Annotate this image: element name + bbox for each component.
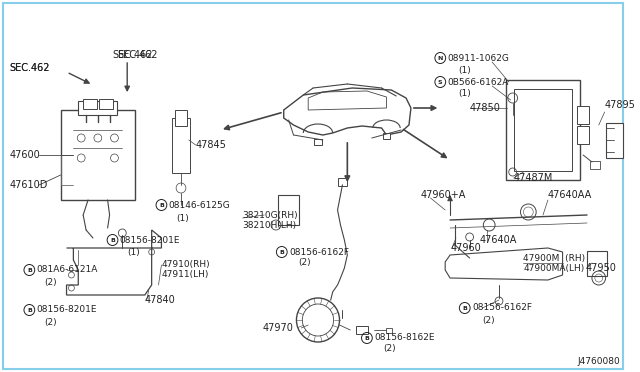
Text: B: B xyxy=(110,237,115,243)
Text: 47910(RH): 47910(RH) xyxy=(161,260,210,269)
Text: SEC.462: SEC.462 xyxy=(117,50,158,60)
Bar xyxy=(356,326,368,334)
Bar xyxy=(577,106,589,124)
Bar xyxy=(587,250,607,276)
Text: S: S xyxy=(438,80,443,84)
Bar xyxy=(506,80,580,180)
Text: (2): (2) xyxy=(383,344,396,353)
Text: 47960: 47960 xyxy=(450,243,481,253)
Text: 47840: 47840 xyxy=(145,295,175,305)
Text: 47900MA(LH): 47900MA(LH) xyxy=(524,263,585,273)
Bar xyxy=(61,110,134,200)
Text: (2): (2) xyxy=(298,259,311,267)
Bar xyxy=(314,139,322,145)
Text: 08911-1062G: 08911-1062G xyxy=(447,54,509,62)
Text: 08156-8162E: 08156-8162E xyxy=(374,334,435,343)
Text: (1): (1) xyxy=(127,247,140,257)
Text: B: B xyxy=(27,267,32,273)
Text: 38210H(LH): 38210H(LH) xyxy=(243,221,297,230)
Text: 47845: 47845 xyxy=(196,140,227,150)
Text: B: B xyxy=(462,305,467,311)
Text: 47970: 47970 xyxy=(262,323,293,333)
Text: (2): (2) xyxy=(483,315,495,324)
Text: (2): (2) xyxy=(44,278,57,286)
Text: 08156-8201E: 08156-8201E xyxy=(120,235,180,244)
Bar xyxy=(590,161,600,169)
Text: (1): (1) xyxy=(458,65,470,74)
Bar xyxy=(577,126,589,144)
Text: B: B xyxy=(364,336,369,340)
Text: (1): (1) xyxy=(458,89,470,97)
Bar xyxy=(605,122,623,157)
Text: 47640AA: 47640AA xyxy=(548,190,592,200)
Text: 47640A: 47640A xyxy=(479,235,516,245)
Text: 0B566-6162A: 0B566-6162A xyxy=(447,77,509,87)
Text: J4760080: J4760080 xyxy=(577,357,620,366)
Text: 08156-6162F: 08156-6162F xyxy=(472,304,532,312)
Text: 47600: 47600 xyxy=(10,150,40,160)
Text: (1): (1) xyxy=(176,214,189,222)
Bar xyxy=(383,133,390,139)
Bar xyxy=(99,99,113,109)
Text: 47950: 47950 xyxy=(585,263,616,273)
Text: N: N xyxy=(438,55,443,61)
Text: 081A6-6121A: 081A6-6121A xyxy=(36,266,98,275)
Text: 47487M: 47487M xyxy=(514,173,553,183)
Bar xyxy=(172,118,190,173)
Bar xyxy=(78,101,117,115)
Text: 47895: 47895 xyxy=(605,100,636,110)
Bar xyxy=(83,99,97,109)
Text: 08156-8201E: 08156-8201E xyxy=(36,305,97,314)
Text: 08156-6162F: 08156-6162F xyxy=(289,247,349,257)
Text: B: B xyxy=(159,202,164,208)
Text: B: B xyxy=(27,308,32,312)
Bar xyxy=(175,110,187,126)
Text: SEC.462: SEC.462 xyxy=(10,63,51,73)
Text: 47911(LH): 47911(LH) xyxy=(161,270,209,279)
Text: B: B xyxy=(279,250,284,254)
Text: SEC.462: SEC.462 xyxy=(113,50,153,60)
Bar xyxy=(514,89,572,171)
Text: 38210G(RH): 38210G(RH) xyxy=(243,211,298,219)
Bar xyxy=(278,195,300,225)
Text: SEC.462: SEC.462 xyxy=(10,63,51,73)
Text: 47610D: 47610D xyxy=(10,180,48,190)
Text: 08146-6125G: 08146-6125G xyxy=(169,201,230,209)
Text: 47850: 47850 xyxy=(470,103,500,113)
Text: 47960+A: 47960+A xyxy=(420,190,466,200)
Text: (2): (2) xyxy=(44,317,57,327)
Text: 47900M  (RH): 47900M (RH) xyxy=(524,253,586,263)
Bar xyxy=(387,327,392,333)
Bar xyxy=(337,178,348,186)
